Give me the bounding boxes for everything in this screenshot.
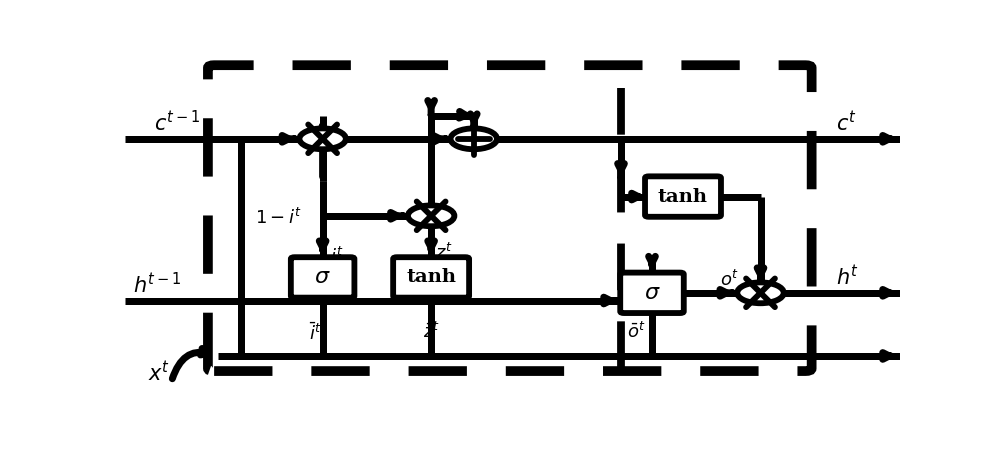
FancyBboxPatch shape xyxy=(645,176,721,217)
Text: tanh: tanh xyxy=(658,188,708,206)
Text: $\bar{o}^t$: $\bar{o}^t$ xyxy=(627,322,646,342)
Text: $\sigma$: $\sigma$ xyxy=(644,282,660,304)
Text: $1-i^t$: $1-i^t$ xyxy=(255,208,302,228)
FancyBboxPatch shape xyxy=(620,272,684,313)
Text: $\sigma$: $\sigma$ xyxy=(314,267,331,289)
Text: $i^t$: $i^t$ xyxy=(330,247,344,267)
Text: tanh: tanh xyxy=(406,268,456,286)
Text: $c^{t-1}$: $c^{t-1}$ xyxy=(154,110,200,135)
Circle shape xyxy=(450,129,497,149)
Text: $h^{t-1}$: $h^{t-1}$ xyxy=(133,272,181,297)
Text: $x^t$: $x^t$ xyxy=(148,360,170,385)
Text: $\bar{z}^t$: $\bar{z}^t$ xyxy=(423,322,440,342)
Text: $o^t$: $o^t$ xyxy=(720,270,739,290)
FancyBboxPatch shape xyxy=(393,257,469,298)
Circle shape xyxy=(737,282,784,303)
Circle shape xyxy=(299,129,346,149)
Circle shape xyxy=(408,205,454,226)
FancyBboxPatch shape xyxy=(291,257,354,298)
Text: $h^t$: $h^t$ xyxy=(836,264,859,290)
Text: $c^t$: $c^t$ xyxy=(836,110,857,135)
Text: $\bar{i}^t$: $\bar{i}^t$ xyxy=(309,322,322,344)
Text: $z^t$: $z^t$ xyxy=(435,243,453,263)
